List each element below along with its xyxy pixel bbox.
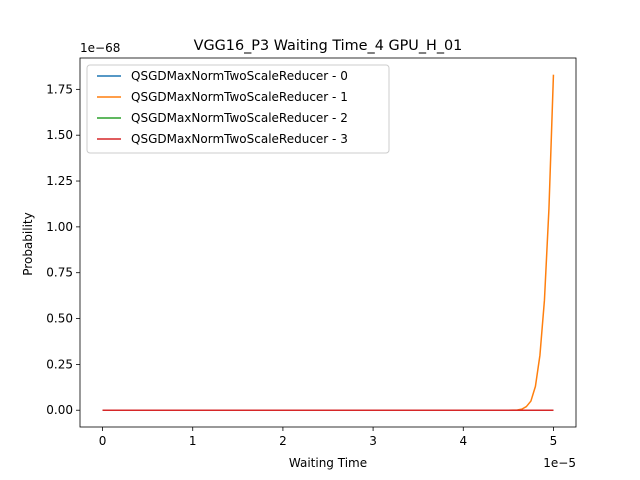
legend-label-2: QSGDMaxNormTwoScaleReducer - 2: [131, 111, 348, 125]
x-tick-label: 0: [99, 434, 107, 448]
x-tick-label: 1: [189, 434, 197, 448]
plot-frame: [79, 57, 577, 428]
y-tick-label: 0.75: [46, 266, 73, 280]
axis-ticks: 0 1 2 3 4 5 0.00 0.25 0.50 0.75 1.00 1.25 1.50 1.75: [46, 82, 557, 448]
y-tick-label: 1.25: [46, 174, 73, 188]
x-tick-label: 5: [550, 434, 558, 448]
x-tick-label: 4: [459, 434, 467, 448]
y-tick-label: 1.00: [46, 220, 73, 234]
y-tick-label: 0.00: [46, 403, 73, 417]
y-tick-label: 1.75: [46, 82, 73, 96]
legend-label-3: QSGDMaxNormTwoScaleReducer - 3: [131, 132, 348, 146]
x-axis-title: Waiting Time: [289, 456, 367, 470]
y-offset-label: 1e−68: [80, 41, 120, 55]
series-layer: [102, 74, 555, 411]
y-tick-label: 1.50: [46, 128, 73, 142]
legend-label-0: QSGDMaxNormTwoScaleReducer - 0: [131, 69, 348, 83]
y-axis-title: Probability: [21, 212, 35, 275]
y-tick-label: 0.50: [46, 312, 73, 326]
x-tick-label: 3: [369, 434, 377, 448]
x-offset-label: 1e−5: [543, 456, 576, 470]
x-tick-label: 2: [279, 434, 287, 448]
legend: QSGDMaxNormTwoScaleReducer - 0 QSGDMaxNor…: [86, 64, 390, 154]
y-tick-label: 0.25: [46, 357, 73, 371]
legend-box: [86, 64, 390, 154]
legend-label-1: QSGDMaxNormTwoScaleReducer - 1: [131, 90, 348, 104]
chart-title: VGG16_P3 Waiting Time_4 GPU_H_01: [194, 38, 463, 54]
